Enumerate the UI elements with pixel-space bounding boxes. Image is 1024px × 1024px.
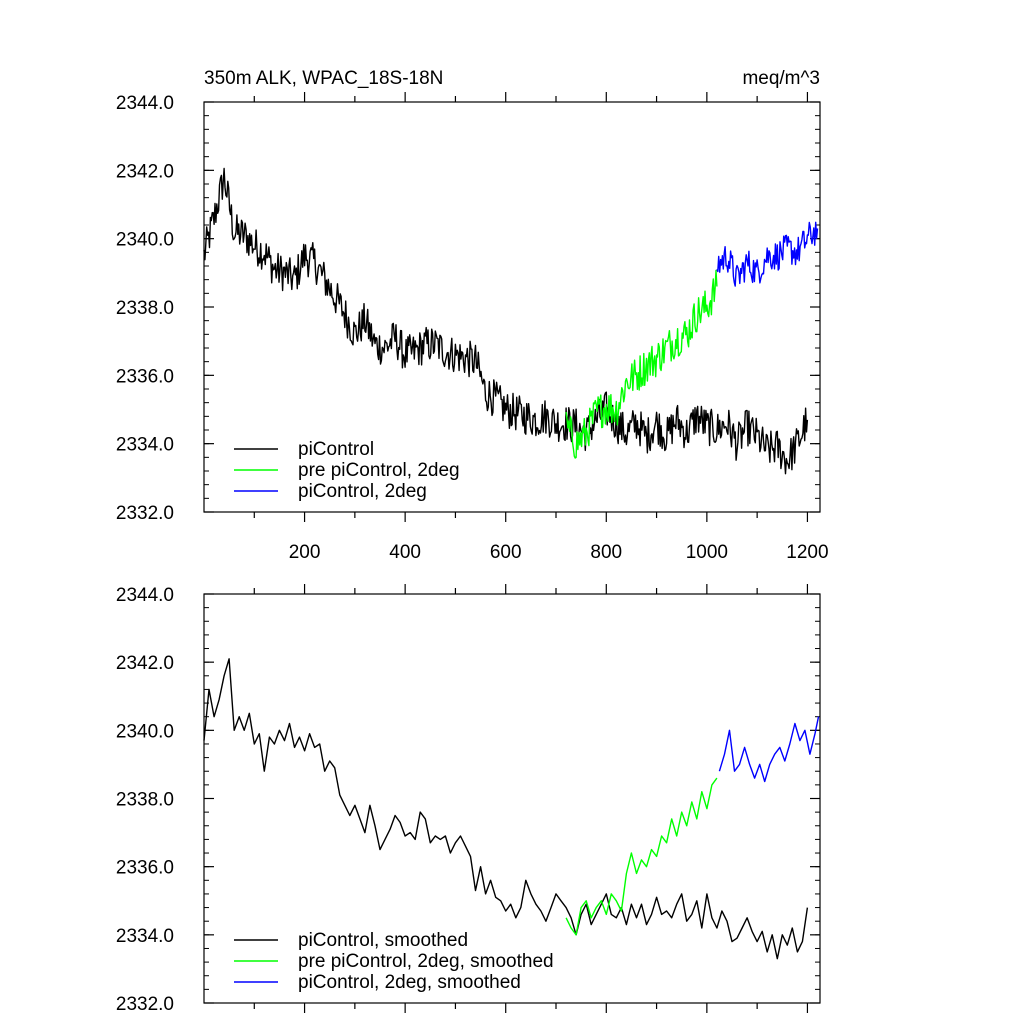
- axis-ticks: 2332.0 2334.0 2336.0 2338.0 2340.0 2342.0 2344…: [116, 92, 829, 563]
- y-tick-label: 2338.0: [116, 298, 174, 319]
- y-tick-label: 2340.0: [116, 721, 174, 742]
- x-tick-label: 1000: [686, 542, 728, 563]
- y-tick-label: 2334.0: [116, 926, 174, 947]
- y-tick-label: 2344.0: [116, 585, 174, 606]
- y-tick-label: 2340.0: [116, 230, 174, 251]
- legend-label: piControl, smoothed: [298, 930, 468, 951]
- chart-title: 350m ALK, WPAC_18S-18N: [204, 68, 443, 89]
- y-tick-label: 2342.0: [116, 653, 174, 674]
- x-tick-label: 1200: [786, 542, 828, 563]
- series-line-0: [203, 167, 809, 475]
- series-line-1: [565, 777, 718, 936]
- legend-label: piControl, 2deg, smoothed: [298, 972, 521, 993]
- legend-label: piControl, 2deg: [298, 481, 427, 502]
- bottom-panel: 2332.0 2334.0 2336.0 2338.0 2340.0 2342.0 2344…: [116, 584, 821, 1015]
- plot-lines: [203, 658, 820, 960]
- x-tick-label: 400: [389, 542, 421, 563]
- y-tick-label: 2334.0: [116, 435, 174, 456]
- y-tick-label: 2342.0: [116, 161, 174, 182]
- y-tick-label: 2336.0: [116, 366, 174, 387]
- legend-label: piControl: [298, 439, 374, 460]
- y-tick-label: 2338.0: [116, 790, 174, 811]
- legend-label: pre piControl, 2deg: [298, 460, 460, 481]
- series-line-0: [203, 658, 809, 960]
- plot-frame: [203, 101, 821, 513]
- x-tick-label: 600: [490, 542, 522, 563]
- chart-units: meq/m^3: [742, 68, 820, 89]
- x-tick-label: 200: [289, 542, 321, 563]
- x-tick-label: 800: [590, 542, 622, 563]
- y-tick-label: 2344.0: [116, 93, 174, 114]
- axis-ticks: 2332.0 2334.0 2336.0 2338.0 2340.0 2342.0 2344…: [116, 584, 820, 1015]
- y-tick-label: 2332.0: [116, 994, 174, 1015]
- series-line-1: [565, 269, 718, 459]
- plot-lines: [203, 167, 819, 475]
- series-line-2: [716, 221, 819, 287]
- y-tick-label: 2336.0: [116, 858, 174, 879]
- top-panel: 350m ALK, WPAC_18S-18N meq/m^3 2332.0233…: [116, 68, 829, 563]
- plot-frame: [203, 593, 821, 1004]
- series-line-2: [718, 716, 820, 783]
- legend-label: pre piControl, 2deg, smoothed: [298, 951, 554, 972]
- y-tick-label: 2332.0: [116, 503, 174, 524]
